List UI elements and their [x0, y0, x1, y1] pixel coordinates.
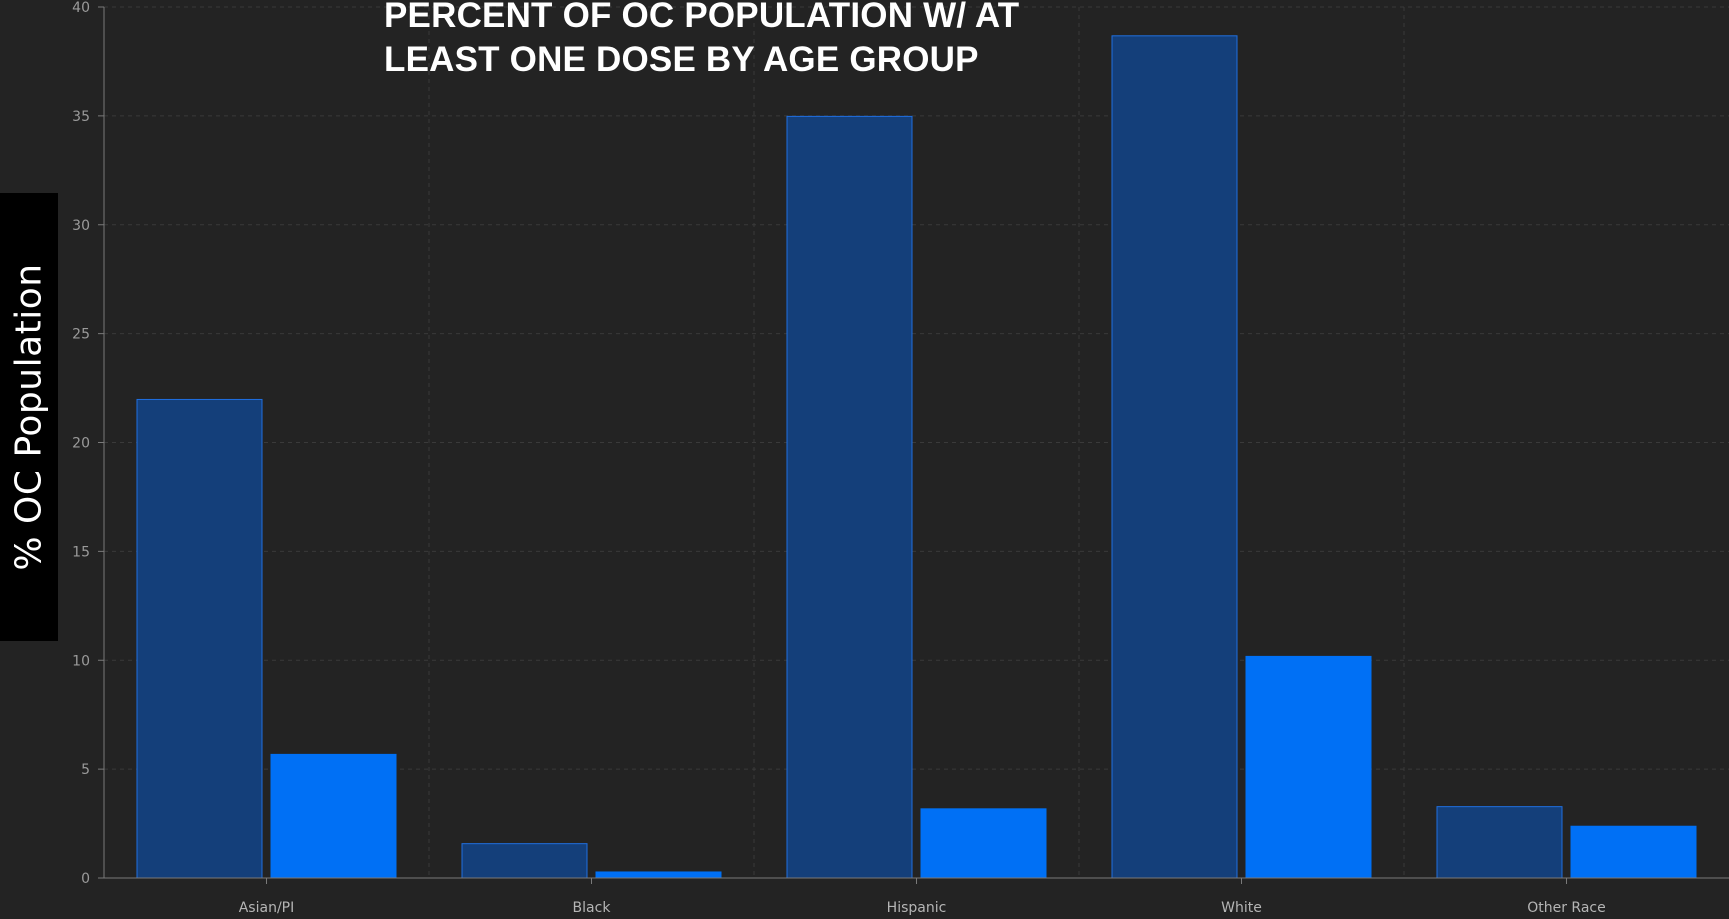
axes	[98, 6, 1729, 884]
bar-asian-pi-2	[270, 753, 397, 879]
bar-asian-pi-1	[136, 398, 263, 879]
y-tick-label: 30	[72, 218, 90, 234]
bar-hispanic-1	[786, 115, 913, 879]
y-tick-label: 25	[72, 327, 90, 343]
y-tick-label: 35	[72, 109, 90, 125]
category-label: Other Race	[1527, 900, 1606, 916]
bars	[136, 35, 1697, 879]
category-label: Black	[573, 900, 612, 916]
category-labels: Asian/PI Black Hispanic White Other Race	[239, 900, 1606, 916]
bar-other-race-1	[1436, 806, 1563, 879]
chart-title: PERCENT OF OC POPULATION W/ AT LEAST ONE…	[384, 0, 1020, 79]
bar-other-race-2	[1570, 825, 1697, 879]
bar-black-2	[595, 871, 722, 879]
bar-white-1	[1111, 35, 1238, 879]
y-tick-label: 10	[72, 653, 90, 669]
category-label: White	[1221, 900, 1262, 916]
grid-lines	[104, 6, 1729, 878]
bar-white-2	[1245, 655, 1372, 879]
y-tick-label: 40	[72, 0, 90, 16]
y-axis-label-panel: % OC Population	[0, 193, 58, 641]
y-axis-label: % OC Population	[8, 263, 50, 571]
y-tick-label: 20	[72, 436, 90, 452]
bar-black-1	[461, 843, 588, 879]
y-tick-labels: 0 5 10 15 20 25 30 35 40	[72, 0, 90, 887]
category-label: Hispanic	[887, 900, 947, 916]
category-label: Asian/PI	[239, 900, 295, 916]
y-tick-label: 5	[81, 762, 90, 778]
bar-hispanic-2	[920, 808, 1047, 879]
y-tick-label: 0	[81, 871, 90, 887]
y-tick-label: 15	[72, 544, 90, 560]
